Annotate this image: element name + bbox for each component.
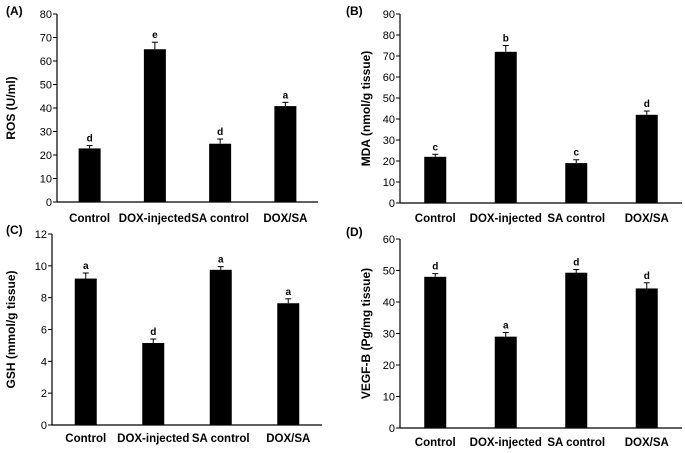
category-label: DOX-injected	[470, 437, 542, 449]
significance-label: a	[218, 255, 224, 266]
y-axis-title: ROS (U/ml)	[4, 76, 18, 139]
category-label: DOX-injected	[117, 433, 189, 445]
y-tick-label: 70	[383, 51, 395, 63]
bar	[209, 269, 232, 425]
y-axis-title: MDA (nmol/g tissue)	[359, 51, 373, 167]
category-label: DOX/SA	[625, 213, 669, 225]
y-tick-label: 12	[35, 229, 47, 241]
significance-label: a	[283, 90, 289, 101]
y-tick-label: 90	[383, 9, 395, 21]
y-tick-label: 50	[383, 93, 395, 105]
y-tick-label: 70	[40, 33, 52, 45]
bar	[565, 272, 588, 428]
chart-panel-0: (A) 0 10 20 30 40 50 60 70 80 ROS (U/ml) d Control e D…	[4, 4, 318, 225]
y-tick-label: 40	[40, 103, 52, 115]
bar	[78, 148, 101, 202]
significance-label: a	[503, 321, 509, 332]
chart-panel-1: (B) 0 10 20 30 40 50 60 70 80 90 MDA (nmol/g tissue…	[346, 4, 682, 225]
y-tick-label: 6	[41, 325, 47, 337]
category-label: SA control	[547, 213, 605, 225]
y-tick-label: 0	[41, 420, 47, 432]
y-tick-label: 40	[383, 297, 395, 309]
bar	[142, 343, 165, 425]
y-tick-label: 30	[383, 329, 395, 341]
y-tick-label: 80	[40, 9, 52, 21]
significance-label: b	[503, 34, 509, 45]
y-tick-label: 10	[383, 392, 395, 404]
y-tick-label: 0	[389, 423, 395, 435]
category-label: DOX-injected	[119, 213, 191, 225]
y-tick-label: 60	[40, 56, 52, 68]
y-tick-label: 10	[383, 177, 395, 189]
y-tick-label: 80	[383, 30, 395, 42]
bar	[274, 106, 297, 202]
panel-label: (A)	[6, 4, 23, 18]
y-tick-label: 60	[383, 72, 395, 84]
bar	[635, 114, 658, 203]
y-tick-label: 4	[41, 356, 47, 368]
category-label: Control	[415, 437, 456, 449]
significance-label: e	[152, 30, 158, 41]
y-tick-label: 60	[383, 234, 395, 246]
y-tick-label: 0	[46, 197, 52, 209]
y-tick-label: 8	[41, 293, 47, 305]
category-label: DOX/SA	[266, 433, 310, 445]
category-label: DOX/SA	[263, 213, 307, 225]
chart-panel-2: (C) 0 2 4 6 8 10 12 GSH (mmol/g tissue) a Control d…	[4, 223, 322, 445]
panel-label: (C)	[6, 223, 23, 237]
y-axis-title: GSH (mmol/g tissue)	[4, 270, 18, 388]
category-label: SA control	[547, 437, 605, 449]
y-tick-label: 0	[389, 198, 395, 210]
y-tick-label: 30	[383, 135, 395, 147]
bar	[565, 163, 588, 203]
bar	[143, 49, 166, 202]
significance-label: d	[87, 134, 93, 145]
significance-label: a	[83, 261, 89, 272]
y-tick-label: 40	[383, 114, 395, 126]
category-label: SA control	[192, 433, 250, 445]
category-label: Control	[65, 433, 106, 445]
significance-label: d	[150, 327, 156, 338]
bar	[424, 156, 447, 203]
bar	[494, 336, 517, 428]
significance-label: d	[573, 258, 579, 269]
significance-label: c	[573, 148, 579, 159]
y-tick-label: 50	[40, 80, 52, 92]
category-label: Control	[415, 213, 456, 225]
category-label: Control	[69, 213, 110, 225]
significance-label: d	[644, 271, 650, 282]
bar	[74, 278, 97, 425]
category-label: SA control	[191, 213, 249, 225]
significance-label: d	[217, 127, 223, 138]
panel-label: (D)	[346, 225, 363, 239]
panel-label: (B)	[346, 4, 363, 18]
y-tick-label: 2	[41, 388, 47, 400]
y-tick-label: 50	[383, 266, 395, 278]
y-tick-label: 20	[383, 360, 395, 372]
y-tick-label: 10	[40, 174, 52, 186]
significance-label: d	[432, 262, 438, 273]
y-tick-label: 30	[40, 127, 52, 139]
category-label: DOX/SA	[625, 437, 669, 449]
bar	[277, 303, 300, 425]
chart-panel-3: (D) 0 10 20 30 40 50 60 VEGF-B (Pg/mg tissue) d Co…	[346, 225, 682, 449]
significance-label: d	[644, 99, 650, 110]
y-tick-label: 20	[383, 156, 395, 168]
bar	[424, 276, 447, 428]
significance-label: c	[432, 142, 438, 153]
significance-label: a	[285, 287, 291, 298]
bar	[494, 51, 517, 203]
y-tick-label: 20	[40, 150, 52, 162]
bar	[635, 288, 658, 428]
y-tick-label: 10	[35, 261, 47, 273]
y-axis-title: VEGF-B (Pg/mg tissue)	[359, 268, 373, 399]
bar	[209, 143, 232, 202]
category-label: DOX-injected	[470, 213, 542, 225]
